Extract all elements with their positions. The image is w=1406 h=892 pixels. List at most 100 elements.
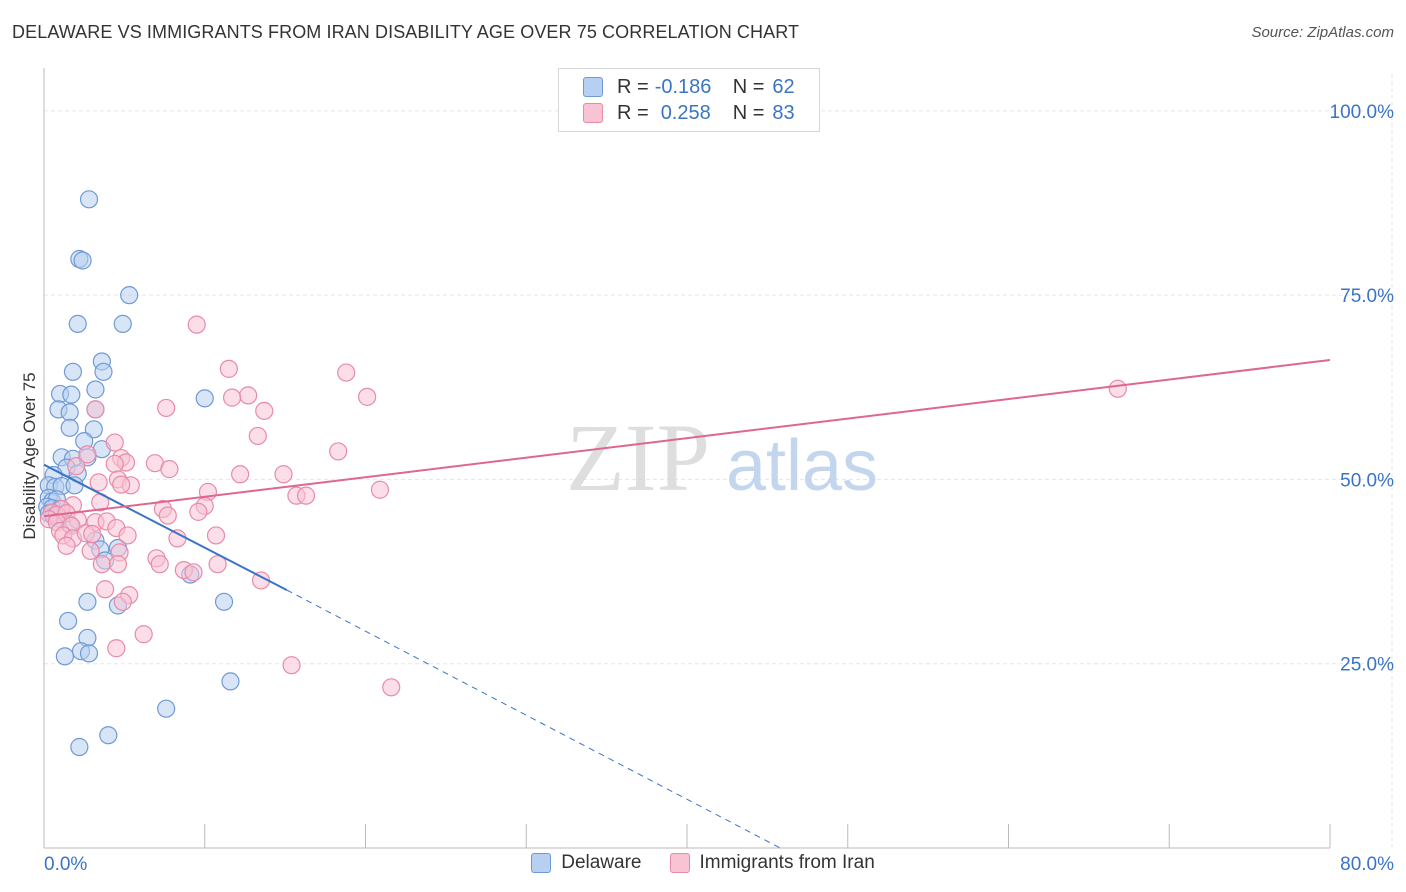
iran-point	[206, 526, 226, 545]
iran-point	[108, 555, 128, 574]
legend-swatch-pink	[669, 853, 690, 873]
y-tick-label: 75.0%	[1340, 286, 1394, 307]
iran-point	[239, 386, 258, 405]
legend-item-delaware[interactable]: Delaware	[531, 852, 642, 874]
iran-point	[92, 555, 111, 574]
delaware-point	[214, 592, 234, 611]
iran-point	[382, 678, 401, 697]
iran-point	[248, 426, 267, 446]
legend-r-value: -0.186	[654, 75, 712, 98]
iran-point	[150, 555, 169, 574]
iran-point	[89, 473, 108, 492]
iran-point	[86, 400, 105, 419]
delaware-trend-extension	[286, 589, 781, 849]
delaware-point	[221, 672, 240, 691]
iran-point	[222, 388, 242, 407]
iran-point	[184, 563, 203, 582]
delaware-point	[195, 389, 214, 408]
legend-n-value: 62	[772, 75, 795, 98]
legend-swatch-blue	[583, 77, 603, 97]
delaware-point	[70, 737, 89, 757]
delaware-point	[62, 385, 81, 404]
iran-point	[157, 398, 176, 418]
watermark-atlas: atlas	[726, 426, 878, 506]
iran-point	[105, 454, 124, 474]
x-tick-label: 0.0%	[44, 854, 87, 875]
watermark-zip: ZIP	[566, 404, 710, 511]
iran-point	[158, 506, 177, 525]
delaware-point	[60, 403, 79, 422]
correlation-legend: R = -0.186 N = 62 R = 0.258 N = 83	[558, 68, 820, 132]
delaware-point	[73, 251, 92, 270]
delaware-point	[79, 644, 99, 663]
iran-point	[95, 580, 115, 599]
delaware-point	[86, 380, 105, 399]
legend-item-iran[interactable]: Immigrants from Iran	[669, 852, 875, 874]
iran-point	[78, 445, 97, 464]
y-tick-label: 50.0%	[1340, 470, 1394, 491]
y-tick-label: 25.0%	[1340, 655, 1394, 676]
iran-point	[370, 480, 390, 499]
iran-point	[274, 465, 293, 484]
delaware-point	[60, 418, 79, 437]
iran-point	[296, 486, 316, 505]
iran-point	[329, 442, 348, 461]
delaware-point	[59, 611, 78, 631]
legend-r-label: R =	[617, 101, 649, 124]
tick-labels: 25.0% 50.0% 75.0% 100.0% 0.0% 80.0%	[44, 102, 1394, 875]
iran-point	[282, 656, 301, 675]
iran-point	[105, 433, 124, 452]
iran-point	[81, 541, 100, 561]
legend-r-value: 0.258	[660, 101, 711, 124]
delaware-point	[113, 314, 132, 333]
legend-row-delaware: R = -0.186 N = 62	[583, 75, 795, 99]
chart-title: DELAWARE VS IMMIGRANTS FROM IRAN DISABIL…	[12, 22, 800, 42]
delaware-trend-line	[43, 463, 288, 591]
delaware-point	[120, 286, 139, 305]
iran-point	[255, 401, 274, 420]
delaware-point	[157, 699, 176, 718]
iran-point	[112, 475, 131, 494]
iran-point	[219, 359, 238, 378]
iran-point	[189, 502, 208, 521]
delaware-points	[38, 190, 240, 757]
legend-row-iran: R = 0.258 N = 83	[583, 101, 795, 125]
legend-swatch-blue	[531, 853, 552, 873]
delaware-point	[79, 190, 99, 209]
legend-label-delaware: Delaware	[561, 852, 642, 873]
iran-point	[337, 363, 356, 382]
grid-lines	[44, 74, 1393, 848]
iran-point	[83, 524, 102, 544]
iran-point	[208, 555, 227, 574]
delaware-point	[55, 647, 74, 666]
legend-n-label: N =	[732, 101, 765, 124]
y-tick-label: 100.0%	[1330, 102, 1395, 123]
delaware-point	[94, 362, 113, 381]
source-label: Source: ZipAtlas.com	[1251, 24, 1394, 41]
iran-point	[358, 387, 377, 406]
iran-point	[160, 460, 179, 479]
legend-label-iran: Immigrants from Iran	[699, 852, 875, 873]
iran-point	[57, 536, 76, 555]
iran-point	[134, 625, 153, 644]
x-tick-label: 80.0%	[1340, 854, 1394, 875]
delaware-point	[63, 362, 83, 381]
legend-n-label: N =	[732, 75, 765, 98]
iran-point	[118, 526, 137, 545]
iran-point	[113, 592, 132, 611]
series-legend: Delaware Immigrants from Iran	[0, 852, 1406, 874]
iran-point	[107, 639, 126, 658]
legend-swatch-pink	[583, 103, 603, 123]
iran-point	[231, 465, 250, 484]
delaware-point	[84, 420, 103, 439]
legend-n-value: 83	[772, 101, 795, 124]
delaware-point	[78, 592, 97, 611]
iran-point	[1108, 379, 1127, 398]
trend-lines	[43, 359, 1331, 849]
axes	[43, 68, 1331, 849]
watermark: ZIP atlas	[566, 404, 878, 511]
legend-r-label: R =	[617, 75, 649, 98]
iran-trend-line	[43, 359, 1331, 518]
iran-point	[187, 315, 206, 334]
